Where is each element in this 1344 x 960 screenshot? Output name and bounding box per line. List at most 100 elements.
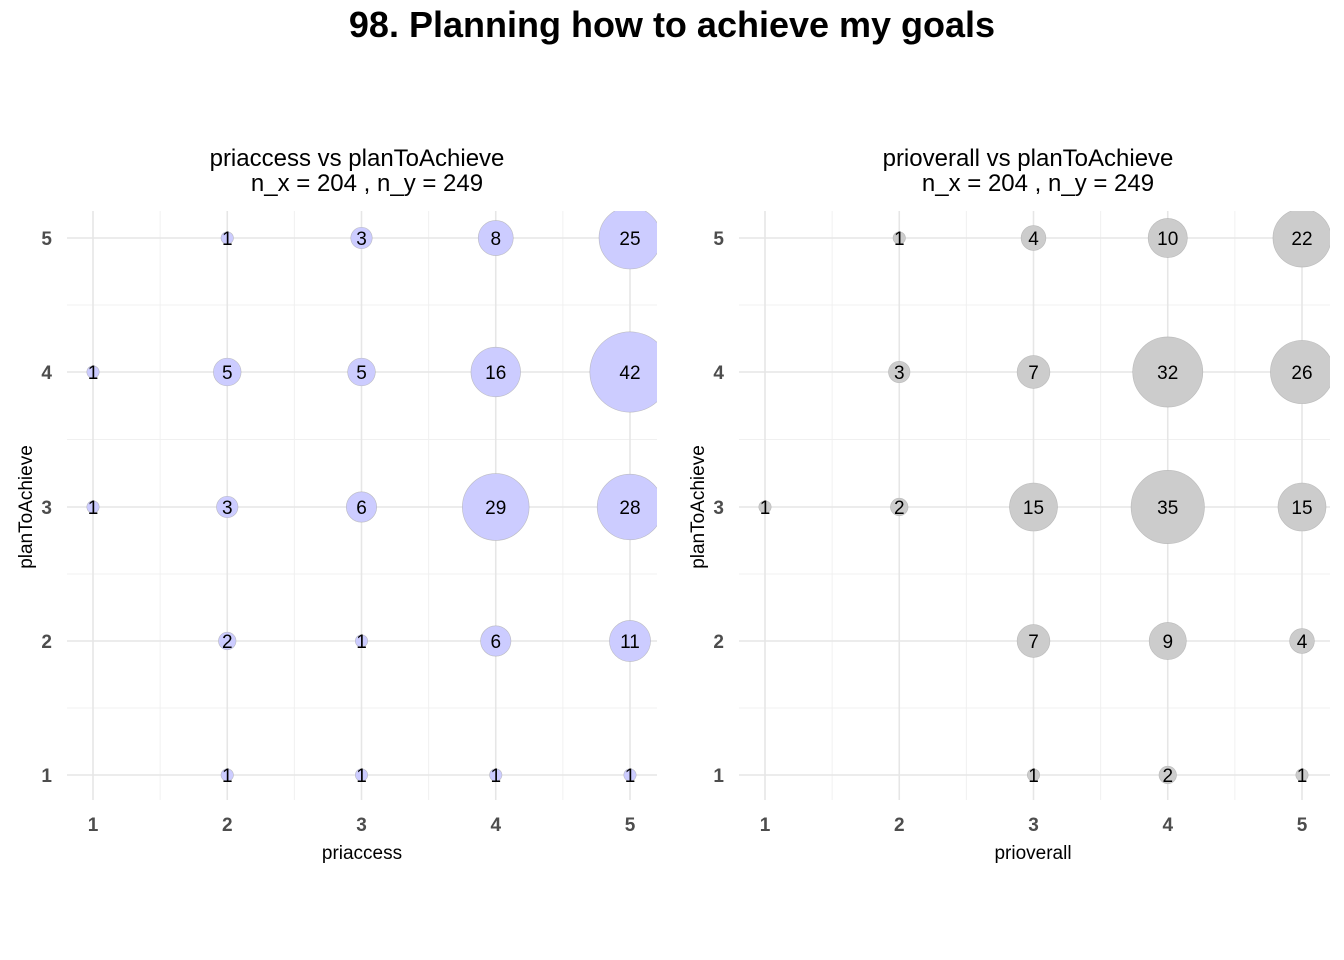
bubble-count-label: 5 bbox=[222, 363, 233, 384]
bubble bbox=[86, 365, 100, 379]
bubble bbox=[1295, 768, 1309, 782]
x-tick-label: 5 bbox=[625, 815, 636, 836]
bubble bbox=[1147, 218, 1188, 258]
x-tick-label: 3 bbox=[1028, 815, 1039, 836]
bubble-count-label: 1 bbox=[1297, 766, 1308, 787]
bubble-count-label: 1 bbox=[490, 766, 501, 787]
y-tick-label: 4 bbox=[41, 363, 52, 384]
x-tick-label: 3 bbox=[356, 815, 367, 836]
x-axis-label: priaccess bbox=[322, 843, 402, 864]
bubble-count-label: 3 bbox=[356, 229, 367, 250]
bubble-layer bbox=[86, 211, 657, 782]
panel-subtitle-line2: n_x = 204 , n_y = 249 bbox=[251, 170, 483, 197]
bubble bbox=[1020, 225, 1047, 251]
bubble bbox=[1272, 211, 1330, 268]
bubble-count-label: 4 bbox=[1297, 632, 1308, 653]
bubble bbox=[1009, 482, 1058, 532]
bubble-count-label: 7 bbox=[1028, 363, 1039, 384]
bubble bbox=[1148, 622, 1187, 660]
bubble-count-label: 1 bbox=[222, 229, 233, 250]
panel-subtitle-line2: n_x = 204 , n_y = 249 bbox=[922, 170, 1154, 197]
bubble-count-label: 42 bbox=[619, 363, 640, 384]
bubble-count-label: 16 bbox=[485, 363, 506, 384]
x-axis-label: prioverall bbox=[994, 843, 1071, 864]
bubble-count-label: 1 bbox=[222, 766, 233, 787]
bubble-count-label: 6 bbox=[356, 498, 367, 519]
bubble-count-label: 9 bbox=[1162, 632, 1173, 653]
bubble bbox=[609, 620, 651, 662]
bubble bbox=[589, 331, 657, 413]
bubble-layer bbox=[758, 211, 1330, 785]
bubble bbox=[1277, 482, 1327, 532]
panel-subtitle-line1: priaccess vs planToAchieve bbox=[210, 145, 505, 172]
bubble-count-label: 2 bbox=[222, 632, 233, 653]
y-tick-label: 4 bbox=[713, 363, 724, 384]
y-tick-label: 5 bbox=[713, 229, 724, 250]
x-tick-label: 1 bbox=[88, 815, 99, 836]
bubble bbox=[892, 231, 906, 245]
bubble-count-label: 25 bbox=[619, 229, 640, 250]
bubble bbox=[470, 346, 521, 398]
bubble-count-label: 1 bbox=[88, 363, 99, 384]
bubble bbox=[220, 231, 234, 245]
bubble bbox=[1132, 336, 1204, 408]
bubble-count-label: 5 bbox=[356, 363, 367, 384]
bubble bbox=[1027, 768, 1041, 782]
bubble-count-label: 8 bbox=[490, 229, 501, 250]
bubble-count-label: 1 bbox=[88, 498, 99, 519]
y-axis-label: planToAchieve bbox=[688, 445, 709, 569]
y-tick-label: 1 bbox=[713, 766, 724, 787]
panel-subtitle-line1: prioverall vs planToAchieve bbox=[883, 145, 1174, 172]
x-tick-label: 4 bbox=[490, 815, 501, 836]
bubble bbox=[347, 357, 376, 387]
y-tick-label: 2 bbox=[41, 632, 52, 653]
bubble-count-label: 1 bbox=[760, 498, 771, 519]
x-tick-label: 2 bbox=[894, 815, 905, 836]
y-tick-label: 3 bbox=[41, 498, 52, 519]
y-tick-label: 5 bbox=[41, 229, 52, 250]
bubble-count-label: 1 bbox=[894, 229, 905, 250]
bubble bbox=[1016, 624, 1051, 658]
bubble-count-label: 35 bbox=[1157, 498, 1178, 519]
bubble-count-label: 6 bbox=[490, 632, 501, 653]
bubble-count-label: 11 bbox=[620, 632, 640, 653]
bubble bbox=[1158, 765, 1177, 785]
bubble bbox=[220, 768, 234, 782]
bubble bbox=[354, 768, 368, 782]
bubble bbox=[623, 768, 637, 782]
bubble bbox=[888, 360, 911, 384]
bubble-count-label: 26 bbox=[1291, 363, 1312, 384]
bubble bbox=[213, 357, 242, 387]
bubble-count-label: 3 bbox=[222, 498, 233, 519]
bubble bbox=[477, 220, 514, 256]
bubble-count-label: 3 bbox=[894, 363, 905, 384]
bubble-count-label: 22 bbox=[1291, 229, 1312, 250]
bubble bbox=[350, 226, 373, 250]
bubble bbox=[1289, 628, 1315, 654]
y-tick-label: 3 bbox=[713, 498, 724, 519]
bubble-count-label: 2 bbox=[894, 498, 905, 519]
bubble bbox=[1130, 470, 1205, 544]
bubble bbox=[489, 768, 503, 782]
bubble-count-label: 29 bbox=[485, 498, 506, 519]
bubble-count-label: 15 bbox=[1291, 498, 1312, 519]
bubble bbox=[346, 491, 377, 523]
y-tick-label: 1 bbox=[41, 766, 52, 787]
bubble bbox=[598, 211, 657, 270]
bubble-count-label: 4 bbox=[1028, 229, 1039, 250]
bubble bbox=[480, 625, 512, 657]
x-tick-label: 2 bbox=[222, 815, 233, 836]
bubble bbox=[86, 500, 100, 514]
bubble bbox=[596, 473, 657, 541]
x-tick-label: 1 bbox=[760, 815, 771, 836]
x-tick-label: 5 bbox=[1297, 815, 1308, 836]
bubble bbox=[216, 495, 239, 519]
bubble-count-label: 15 bbox=[1023, 498, 1044, 519]
bubble-count-label: 2 bbox=[1162, 766, 1173, 787]
x-tick-label: 4 bbox=[1162, 815, 1173, 836]
bubble-count-label: 1 bbox=[625, 766, 636, 787]
bubble-count-label: 32 bbox=[1157, 363, 1178, 384]
